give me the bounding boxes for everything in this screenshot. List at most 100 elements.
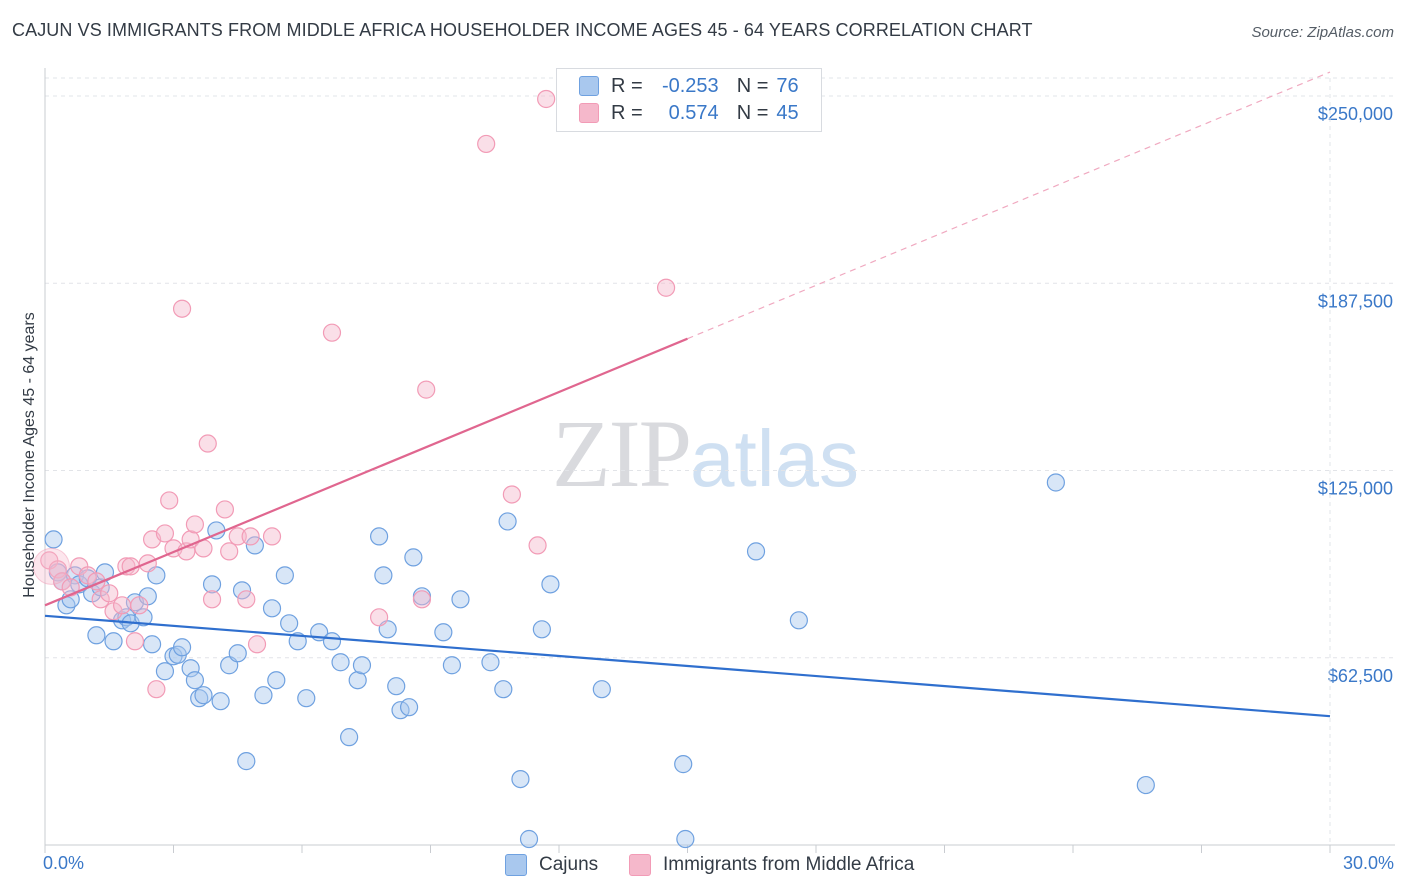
immigrants-point xyxy=(172,299,192,318)
immigrants-point xyxy=(202,590,222,609)
immigrants-point xyxy=(125,632,145,651)
cajuns-point xyxy=(387,677,406,696)
legend-item-immigrants[interactable]: Immigrants from Middle Africa xyxy=(629,852,914,878)
cajuns-point xyxy=(104,632,123,651)
cajuns-point xyxy=(181,659,200,678)
y-tick-label: $125,000 xyxy=(1318,479,1393,499)
cajuns-point xyxy=(155,662,175,681)
immigrants-point xyxy=(198,434,217,453)
cajuns-point xyxy=(172,638,192,657)
cajuns-point xyxy=(275,566,294,585)
correlation-stats-box: R = -0.253 N = 76 R = 0.574 N = 45 xyxy=(556,68,822,132)
immigrants-point xyxy=(502,485,521,504)
immigrants-point xyxy=(228,527,247,546)
immigrants-point xyxy=(477,134,496,154)
immigrants-point xyxy=(417,380,436,399)
y-tick-label: $62,500 xyxy=(1328,666,1393,686)
immigrants-point xyxy=(322,323,342,342)
cajuns-point xyxy=(399,698,419,717)
watermark-zip: ZIP xyxy=(552,400,692,507)
x-tick-label-min: 0.0% xyxy=(43,853,84,873)
immigrants-point xyxy=(185,515,205,534)
immigrants-point xyxy=(237,590,256,609)
cajuns-point xyxy=(434,623,453,642)
cajuns-point xyxy=(262,599,282,618)
n-label: N = xyxy=(736,101,769,124)
chart-title: CAJUN VS IMMIGRANTS FROM MIDDLE AFRICA H… xyxy=(12,20,1033,40)
legend-label: Immigrants from Middle Africa xyxy=(663,854,915,875)
y-tick-label: $250,000 xyxy=(1318,104,1393,124)
immigrants-point xyxy=(247,635,267,654)
cajuns-point xyxy=(1046,473,1065,492)
r-label: R = xyxy=(611,74,643,97)
immigrants-point xyxy=(370,608,389,627)
cajuns-point xyxy=(519,829,539,849)
immigrants-point xyxy=(112,596,132,615)
r-label: R = xyxy=(611,101,643,124)
watermark-atlas: atlas xyxy=(690,414,859,503)
immigrants-point xyxy=(537,89,556,109)
chart-legend: Cajuns Immigrants from Middle Africa xyxy=(0,852,1406,878)
immigrants-point xyxy=(412,590,432,609)
cajuns-point xyxy=(267,671,286,690)
n-value: 45 xyxy=(776,101,799,124)
n-label: N = xyxy=(736,74,769,97)
cajuns-point xyxy=(352,656,372,675)
cajuns-point xyxy=(532,620,551,639)
legend-label: Cajuns xyxy=(539,854,599,875)
cajuns-point xyxy=(340,728,359,747)
immigrants-trend-extension xyxy=(687,71,1331,340)
immigrants-point xyxy=(215,500,234,519)
cajuns-point xyxy=(194,686,213,705)
y-axis-label: Householder Income Ages 45 - 64 years xyxy=(21,312,38,598)
immigrants-point xyxy=(160,491,179,510)
immigrants-point xyxy=(48,560,67,579)
cajuns-point xyxy=(592,680,611,699)
cajuns-point xyxy=(185,671,205,690)
cajuns-point xyxy=(370,527,389,546)
immigrants-point xyxy=(147,680,166,699)
cajuns-point xyxy=(288,632,307,651)
immigrants-point xyxy=(528,536,547,555)
n-value: 76 xyxy=(776,74,799,97)
immigrants-legend-swatch-icon xyxy=(629,854,651,876)
cajuns-point xyxy=(322,632,342,651)
x-tick-label-max: 30.0% xyxy=(1343,853,1394,873)
cajuns-point xyxy=(297,689,316,708)
immigrants-point xyxy=(220,542,239,561)
immigrants-point xyxy=(100,584,119,603)
cajuns-point xyxy=(676,829,695,849)
r-value: -0.253 xyxy=(661,74,719,97)
cajuns-point xyxy=(374,566,393,585)
cajuns-point xyxy=(142,635,162,654)
cajuns-point xyxy=(232,581,252,600)
cajuns-point xyxy=(746,542,766,561)
cajuns-legend-swatch-icon xyxy=(505,854,527,876)
cajuns-trend-line xyxy=(44,614,1331,718)
stats-row-cajuns: R = -0.253 N = 76 xyxy=(579,73,799,99)
immigrants-swatch-icon xyxy=(579,103,599,123)
cajuns-point xyxy=(498,512,517,531)
cajuns-point xyxy=(674,755,693,774)
stats-row-immigrants: R = 0.574 N = 45 xyxy=(579,100,799,126)
immigrants-point xyxy=(130,596,149,615)
cajuns-point xyxy=(541,575,560,594)
cajuns-point xyxy=(451,590,470,609)
cajuns-point xyxy=(404,548,423,567)
cajuns-point xyxy=(254,686,273,705)
cajuns-point xyxy=(1136,775,1155,795)
cajuns-point xyxy=(511,769,530,789)
cajuns-point xyxy=(44,530,63,549)
cajuns-point xyxy=(87,626,106,645)
cajuns-point xyxy=(481,653,500,672)
source-credit: Source: ZipAtlas.com xyxy=(1251,24,1394,41)
cajuns-point xyxy=(211,692,230,711)
cajuns-point xyxy=(348,671,367,690)
immigrants-trend-line xyxy=(44,337,688,607)
legend-item-cajuns[interactable]: Cajuns xyxy=(505,852,598,878)
immigrants-point xyxy=(177,542,196,561)
cajuns-point xyxy=(789,611,808,630)
cajuns-point xyxy=(245,536,264,555)
immigrants-point xyxy=(262,527,282,546)
